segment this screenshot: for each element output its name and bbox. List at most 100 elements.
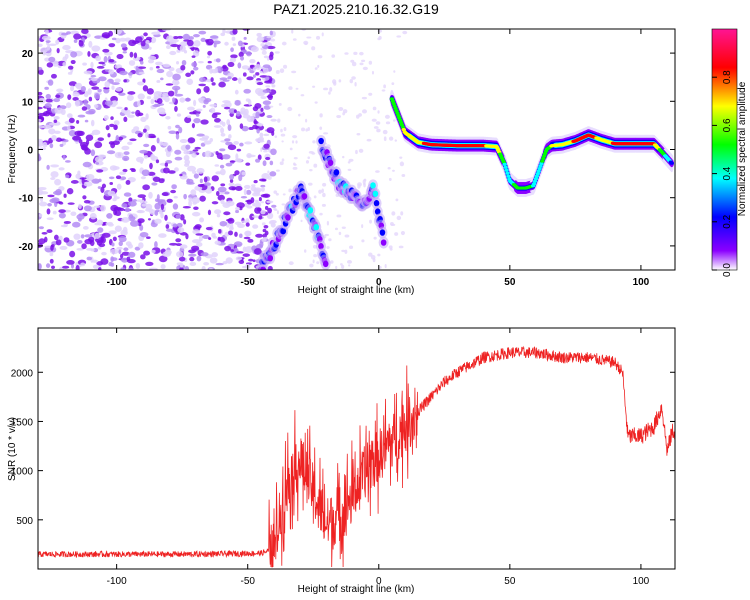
spectrogram-cell [139, 231, 149, 238]
spectrogram-cell [366, 138, 372, 142]
spectrogram-cell [246, 115, 255, 123]
spectrogram-cell [222, 100, 231, 104]
spectrogram-cell [45, 263, 51, 268]
spectrogram-cell [368, 92, 373, 96]
spectrogram-cell [219, 221, 228, 227]
spectrogram-cell [359, 62, 364, 66]
spectrogram-cell [238, 206, 243, 211]
spectrogram-cell [131, 111, 135, 114]
spectrogram-cell [222, 29, 226, 34]
spectrogram-cell [217, 194, 225, 201]
spectrogram-cell [244, 246, 254, 253]
spectrogram-cell [241, 125, 249, 132]
spectrogram-cell [190, 70, 195, 75]
spectrogram-cell [200, 37, 206, 42]
spectrogram-cell [224, 245, 232, 252]
spectrogram-cell [328, 238, 332, 242]
spectrogram-cell [319, 126, 323, 130]
spectrogram-cell [122, 51, 127, 54]
spectrogram-cell [187, 165, 197, 172]
spectrogram-cell [72, 96, 79, 101]
spectrogram-cell [220, 199, 225, 205]
spectrogram-cell [81, 106, 88, 111]
spectrogram-cell [240, 195, 248, 199]
spectrogram-cell [53, 234, 59, 241]
spectrogram-cell [234, 170, 240, 176]
spectrogram-cell [233, 109, 237, 113]
spectrogram-cell [191, 61, 198, 67]
spectrogram-cell [536, 169, 541, 173]
spectrogram-cell [38, 154, 41, 161]
spectrogram-cell [317, 55, 323, 59]
spectrogram-cell [155, 91, 163, 95]
spectrogram-cell [137, 132, 143, 138]
spectrogram-cell [255, 233, 264, 238]
spectrogram-cell [77, 239, 83, 244]
spectrogram-cell [48, 56, 56, 63]
spectrogram-cell [218, 229, 222, 234]
spectrogram-cell [227, 61, 235, 67]
spectrogram-cell [196, 167, 205, 174]
spectrogram-cell [70, 211, 77, 217]
spectrogram-cell [258, 214, 263, 220]
spectrogram-cell [502, 162, 507, 166]
snr-x-label: Height of straight line (km) [298, 584, 415, 595]
spectrogram-cell [361, 109, 368, 114]
spectrogram-cell [55, 39, 60, 45]
spectrogram-cell [45, 98, 53, 103]
spectrogram-cell [295, 140, 298, 144]
spectrogram-cell [245, 162, 251, 166]
spectrogram-cell [268, 54, 274, 61]
spectrogram-cell [321, 188, 324, 194]
spectrogram-cell [162, 94, 166, 101]
spectrogram-cell [328, 91, 331, 95]
spectrogram-cell [139, 149, 148, 154]
spectrogram-cell [186, 182, 195, 185]
spectrogram-cell [101, 183, 107, 189]
spectrogram-cell [67, 202, 75, 205]
spectrogram-cell [240, 56, 245, 61]
spectrogram-cell [322, 182, 327, 187]
spectrogram-cell [175, 238, 182, 243]
spectrogram-cell [58, 209, 66, 214]
spectrogram-cell [344, 234, 350, 238]
spectrogram-cell [137, 209, 143, 213]
spectrogram-cell [538, 164, 543, 168]
spectrogram-cell [220, 127, 225, 134]
spectrogram-cell [324, 233, 329, 237]
spectrogram-cell [86, 256, 93, 261]
spectrogram-cell [194, 224, 202, 229]
spectrogram-cell [262, 193, 271, 198]
spectrogram-cell [154, 202, 161, 210]
spectrogram-cell [148, 267, 158, 270]
spectrogram-cell [333, 169, 340, 176]
spectrogram-cell [172, 223, 178, 228]
spectrogram-cell [110, 116, 114, 121]
spectrogram-cell [198, 30, 207, 35]
spectrogram-cell [313, 223, 320, 231]
spectrogram-cell [152, 104, 161, 108]
spectrogram-cell [44, 245, 53, 248]
spectrogram-cell [86, 173, 95, 181]
spectrogram-cell [234, 158, 243, 163]
spectrogram-cell [260, 209, 266, 215]
colorbar-tick-label: 0.4 [722, 166, 733, 180]
spectrogram-cell [38, 238, 46, 245]
spectrogram-cell [91, 178, 100, 184]
spectrogram-cell [282, 193, 286, 196]
spectrogram-cell [540, 159, 545, 163]
spectrogram-cell [156, 137, 160, 144]
spectrogram-cell [263, 150, 268, 153]
spectrogram-y-tick-label: 20 [22, 49, 34, 60]
spectrogram-cell [256, 36, 265, 43]
spectrogram-cell [214, 240, 222, 245]
spectrogram-cell [184, 116, 192, 124]
spectrogram-cell [243, 184, 251, 189]
spectrogram-cell [264, 205, 269, 211]
spectrogram-cell [80, 262, 86, 267]
spectrogram-cell [149, 66, 154, 71]
spectrogram-cell [289, 147, 293, 151]
spectrogram-cell [263, 133, 270, 137]
spectrogram-cell [120, 43, 127, 48]
spectrogram-cell [91, 45, 101, 52]
